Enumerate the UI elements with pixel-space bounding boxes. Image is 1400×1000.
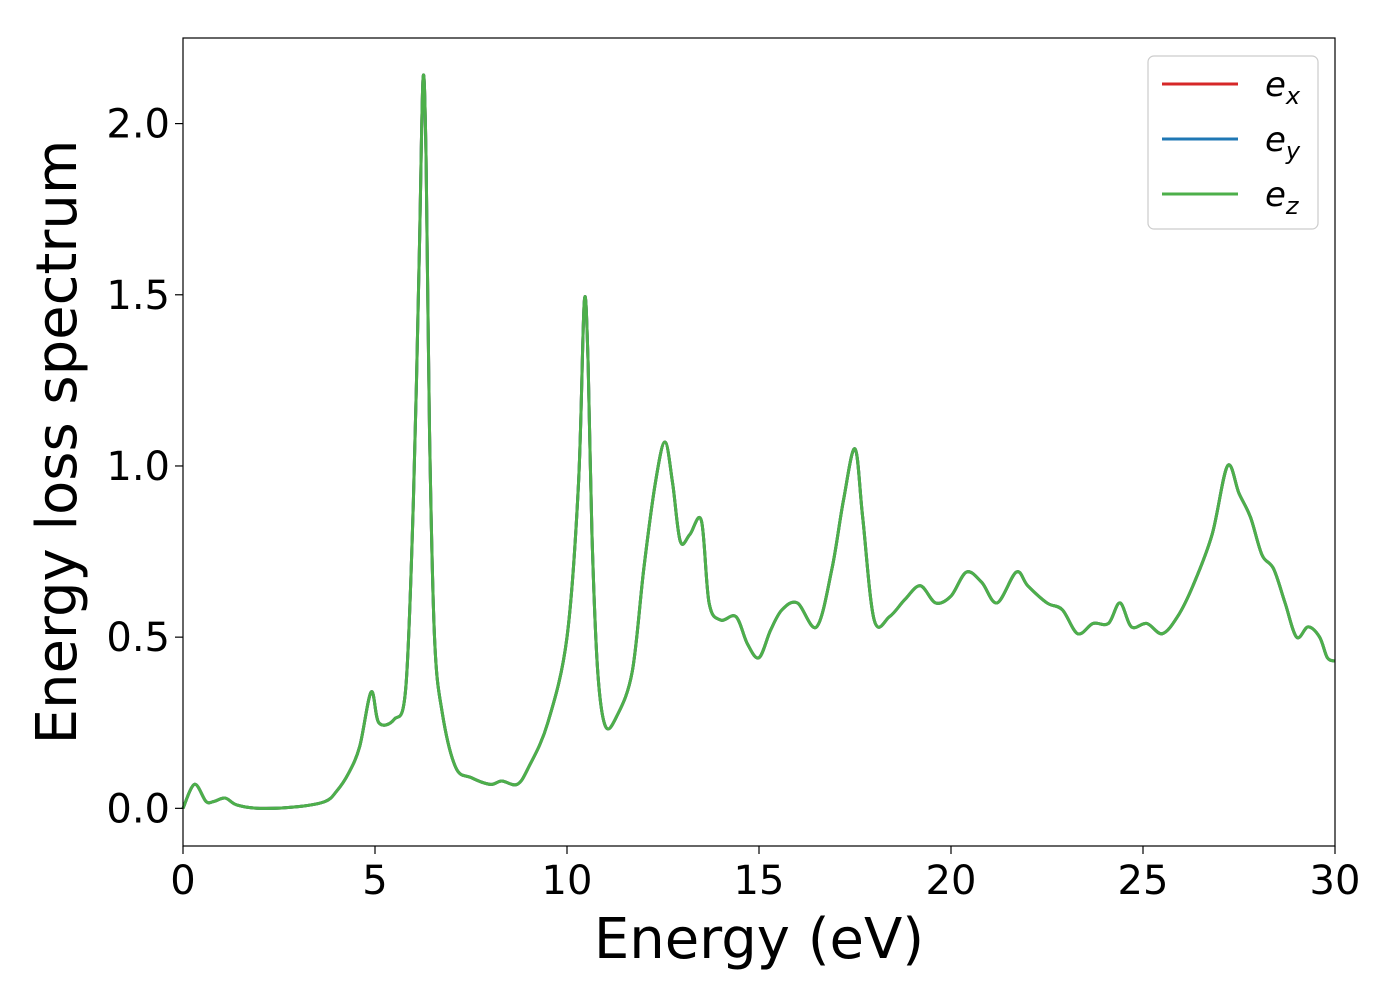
legend-box [1147, 55, 1319, 230]
legend-label-x: ex [1265, 65, 1301, 110]
x-tick-label: 20 [926, 858, 977, 904]
y-tick-label: 0.0 [106, 786, 170, 832]
legend-label-y: ey [1265, 120, 1301, 165]
legend-label-z: ez [1265, 175, 1300, 220]
legend-items: ex ey ez [1162, 65, 1301, 220]
x-axis-title: Energy (eV) [594, 907, 924, 972]
y-axis-title: Energy loss spectrum [25, 140, 90, 745]
y-tick-label: 0.5 [106, 615, 170, 661]
x-tick-label: 25 [1118, 858, 1169, 904]
series-layer [181, 73, 1336, 810]
y-axis-ticks: 0.0 0.5 1.0 1.5 2.0 [106, 102, 183, 832]
x-tick-label: 10 [542, 858, 593, 904]
legend: ex ey ez [1147, 55, 1319, 230]
x-axis-ticks: 0 5 10 15 20 25 30 [170, 846, 1360, 904]
y-tick-label: 1.0 [106, 444, 170, 490]
y-tick-label: 2.0 [106, 102, 170, 148]
x-tick-label: 15 [734, 858, 785, 904]
y-tick-label: 1.5 [106, 273, 170, 319]
x-tick-label: 0 [170, 858, 195, 904]
x-tick-label: 30 [1310, 858, 1361, 904]
series-line-z [181, 73, 1336, 810]
x-tick-label: 5 [362, 858, 387, 904]
